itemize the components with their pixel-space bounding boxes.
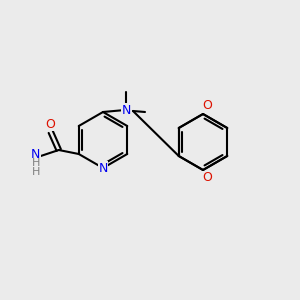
Text: H: H: [32, 167, 40, 177]
Text: N: N: [98, 161, 108, 175]
Text: H: H: [32, 158, 40, 168]
Text: N: N: [121, 103, 131, 116]
Text: O: O: [202, 172, 212, 184]
Text: N: N: [31, 148, 40, 160]
Text: O: O: [45, 118, 55, 130]
Text: O: O: [202, 100, 212, 112]
